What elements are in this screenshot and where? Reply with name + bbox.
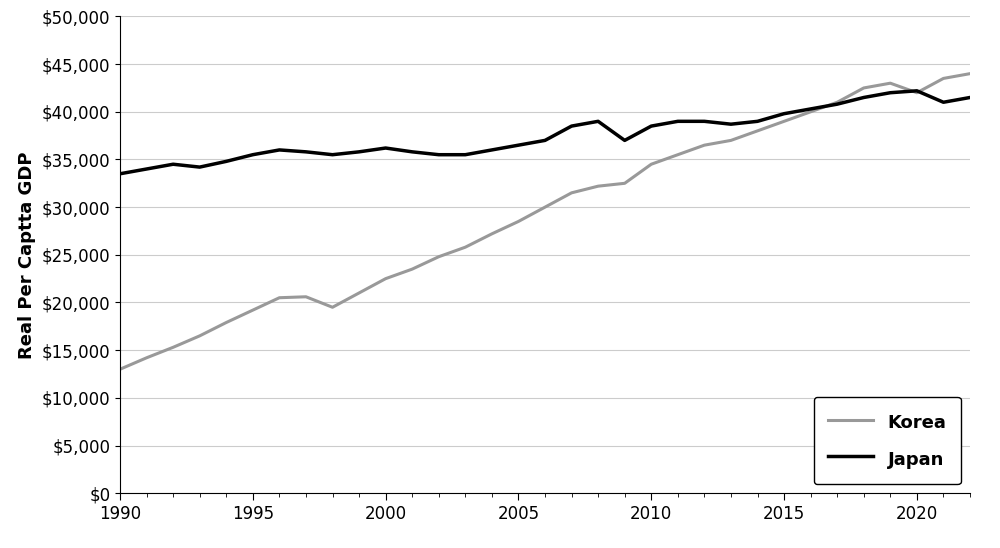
Korea — [433, 253, 445, 260]
Japan — [353, 149, 365, 155]
Korea — [273, 294, 285, 301]
Korea — [406, 266, 418, 272]
Japan — [884, 89, 896, 96]
Korea — [831, 99, 843, 106]
Korea — [964, 70, 976, 77]
Korea — [619, 180, 631, 187]
Korea — [459, 244, 471, 250]
Japan — [858, 94, 870, 101]
Japan — [459, 151, 471, 158]
Korea — [486, 231, 498, 237]
Japan — [539, 137, 551, 144]
Korea — [778, 118, 790, 124]
Japan — [326, 151, 338, 158]
Japan — [486, 147, 498, 153]
Japan — [566, 123, 578, 129]
Korea — [911, 89, 923, 96]
Japan — [645, 123, 657, 129]
Japan — [592, 118, 604, 124]
Korea — [353, 290, 365, 296]
Line: Korea: Korea — [120, 73, 970, 369]
Japan — [141, 165, 153, 172]
Japan — [300, 149, 312, 155]
Japan — [698, 118, 710, 124]
Korea — [937, 75, 949, 82]
Japan — [433, 151, 445, 158]
Japan — [512, 142, 524, 149]
Japan — [114, 170, 126, 177]
Japan — [406, 149, 418, 155]
Y-axis label: Real Per Captta GDP: Real Per Captta GDP — [18, 151, 36, 358]
Korea — [805, 109, 817, 115]
Japan — [911, 88, 923, 94]
Korea — [300, 294, 312, 300]
Korea — [645, 161, 657, 168]
Korea — [858, 85, 870, 92]
Japan — [273, 147, 285, 153]
Korea — [220, 319, 232, 326]
Korea — [539, 204, 551, 210]
Line: Japan: Japan — [120, 91, 970, 174]
Japan — [194, 164, 206, 170]
Korea — [326, 304, 338, 311]
Japan — [380, 145, 392, 151]
Korea — [167, 344, 179, 351]
Japan — [619, 137, 631, 144]
Korea — [141, 355, 153, 361]
Korea — [672, 151, 684, 158]
Korea — [194, 333, 206, 339]
Japan — [805, 106, 817, 112]
Japan — [725, 121, 737, 128]
Korea — [752, 128, 764, 134]
Japan — [752, 118, 764, 124]
Japan — [831, 101, 843, 107]
Korea — [380, 276, 392, 282]
Korea — [725, 137, 737, 144]
Korea — [884, 80, 896, 87]
Japan — [778, 110, 790, 117]
Japan — [672, 118, 684, 124]
Korea — [512, 218, 524, 225]
Korea — [592, 183, 604, 190]
Korea — [247, 307, 259, 313]
Korea — [114, 366, 126, 373]
Japan — [937, 99, 949, 106]
Japan — [220, 158, 232, 164]
Japan — [964, 94, 976, 101]
Korea — [698, 142, 710, 149]
Japan — [247, 151, 259, 158]
Legend: Korea, Japan: Korea, Japan — [814, 397, 961, 484]
Korea — [566, 190, 578, 196]
Japan — [167, 161, 179, 168]
